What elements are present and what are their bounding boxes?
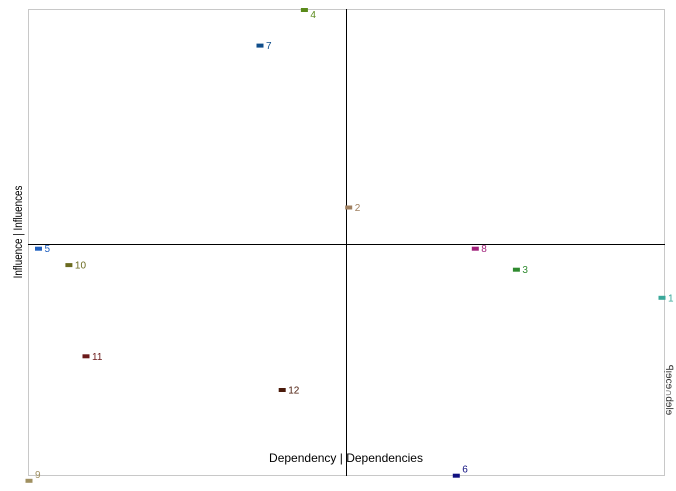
point-label-7: 7	[266, 41, 272, 52]
point-marker-2	[345, 205, 353, 210]
point-label-2: 2	[355, 203, 361, 214]
point-marker-8	[471, 246, 479, 251]
point-label-3: 3	[522, 265, 528, 276]
point-label-11: 11	[92, 352, 103, 363]
y-axis-label: Influence | Influences	[12, 185, 25, 278]
point-marker-10	[65, 263, 73, 268]
x-axis-label: Dependency | Dependencies	[269, 451, 423, 465]
point-label-5: 5	[45, 244, 51, 255]
point-marker-3	[512, 267, 520, 272]
point-label-4: 4	[310, 10, 316, 21]
point-marker-9	[25, 478, 33, 483]
point-label-6: 6	[462, 465, 468, 476]
point-marker-11	[82, 354, 90, 359]
point-label-1: 1	[668, 293, 674, 304]
point-marker-6	[452, 473, 460, 478]
side-note-text: ꟼᴉɘcɘ∩dɘlɘ	[663, 365, 674, 416]
point-label-10: 10	[75, 261, 87, 272]
point-marker-7	[256, 43, 264, 48]
point-label-8: 8	[481, 244, 487, 255]
point-marker-1	[658, 295, 666, 300]
point-marker-12	[278, 388, 286, 392]
point-label-9: 9	[35, 470, 41, 481]
point-label-12: 12	[288, 386, 300, 397]
point-marker-5	[35, 246, 42, 251]
point-marker-4	[300, 8, 308, 12]
